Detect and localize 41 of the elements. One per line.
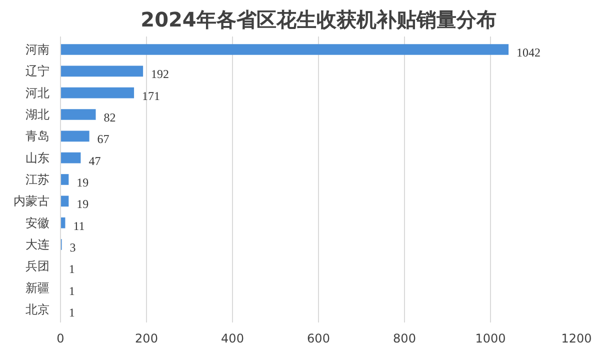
- y-tick-label: 大连: [26, 238, 50, 252]
- data-label: 3: [70, 240, 76, 254]
- data-label: 1: [68, 306, 75, 320]
- x-tick-label: 1000: [475, 332, 506, 346]
- y-tick-label: 安徽: [26, 216, 50, 230]
- data-label: 47: [88, 154, 101, 168]
- y-tick-label: 青岛: [26, 129, 50, 144]
- bar: [60, 152, 81, 164]
- bar: [60, 66, 144, 77]
- bar: [60, 130, 90, 142]
- y-tick-label: 山东: [26, 150, 50, 165]
- y-tick-label: 辽宁: [26, 64, 50, 78]
- bar: [60, 109, 96, 120]
- bar: [60, 174, 69, 185]
- chart-title: 2024年各省区花生收获机补贴销量分布: [140, 8, 496, 32]
- bar: [60, 87, 134, 98]
- x-tick-label: 200: [135, 332, 158, 346]
- data-label: 1042: [516, 46, 541, 60]
- data-label: 19: [76, 197, 89, 212]
- data-label: 19: [76, 176, 89, 190]
- data-label: 82: [104, 110, 116, 124]
- data-label: 192: [151, 67, 170, 82]
- x-tick-label: 600: [307, 332, 330, 346]
- y-tick-label: 兵团: [26, 259, 50, 274]
- y-tick-label: 湖北: [26, 108, 50, 122]
- y-tick-label: 新疆: [26, 280, 50, 295]
- data-label: 11: [73, 218, 85, 233]
- x-tick-label: 400: [221, 332, 244, 346]
- y-tick-label: 江苏: [26, 172, 50, 186]
- y-tick-label: 内蒙古: [14, 194, 50, 208]
- y-tick-label: 河北: [26, 86, 50, 100]
- data-label: 1: [68, 262, 75, 276]
- data-label: 67: [97, 132, 110, 146]
- x-tick-label: 1200: [561, 332, 592, 346]
- bar: [60, 44, 509, 55]
- y-tick-label: 河南: [26, 42, 50, 56]
- x-tick-label: 0: [56, 332, 64, 346]
- data-label: 171: [142, 88, 160, 103]
- data-label: 1: [68, 284, 75, 298]
- x-tick-label: 800: [393, 332, 416, 346]
- y-tick-label: 北京: [26, 302, 50, 316]
